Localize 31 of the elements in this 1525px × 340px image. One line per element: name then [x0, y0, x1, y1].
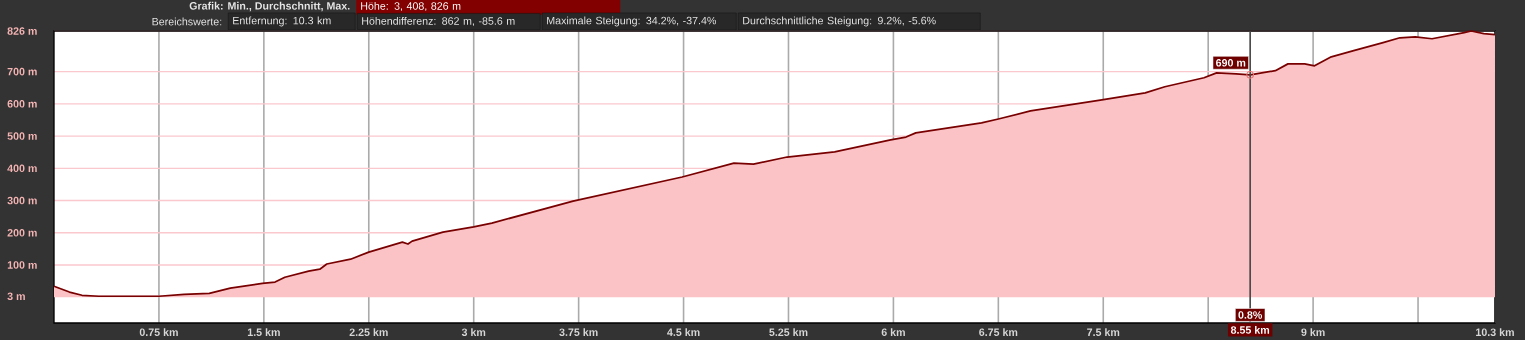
ref-line-label: 8.55 km: [1230, 325, 1270, 334]
text: Höhendifferenz: 862 m, -85.6 m: [362, 16, 515, 27]
text: Maximale Steigung: 34.2%, -37.4%: [547, 16, 717, 27]
x-tick-label: 3 km: [461, 328, 486, 337]
y-tick-label: 500 m: [7, 132, 37, 140]
x-tick-label: 9 km: [1301, 328, 1325, 336]
x-tick-label: 5.25 km: [769, 328, 808, 336]
y-tick-label: 3 m: [7, 292, 25, 301]
y-tick-label: 100 m: [7, 261, 37, 269]
y-tick-label: 826 m: [7, 27, 37, 35]
annotation: 690 m: [1216, 59, 1246, 67]
x-tick-label: 0.75 km: [139, 328, 178, 336]
x-tick-label: 6 km: [881, 328, 905, 336]
y-tick-label: 600 m: [7, 100, 37, 108]
y-tick-label: 400 m: [7, 164, 37, 173]
x-tick-label: 2.25 km: [349, 328, 388, 336]
x-tick-label: 4.5 km: [667, 328, 700, 336]
text: Durchschnittliche Steigung: 9.2%, -5.6%: [743, 16, 936, 27]
y-tick-label: 200 m: [7, 228, 37, 237]
x-tick-label: 10.3 km: [1476, 328, 1514, 337]
annotation: 0.8%: [1238, 311, 1263, 319]
x-tick-label: 6.75 km: [979, 328, 1018, 336]
x-tick-label: 1.5 km: [247, 328, 280, 336]
y-tick-label: 700 m: [7, 67, 37, 76]
y-tick-label: 300 m: [7, 196, 37, 205]
text: Entfernung: 10.3 km: [233, 16, 331, 27]
x-tick-label: 3.75 km: [559, 328, 598, 337]
chart-subtitle: Höhe: 3, 408, 826 m: [361, 1, 461, 12]
x-tick-label: 7.5 km: [1087, 328, 1120, 336]
chart-title: Grafik: Min., Durchschnitt, Max.: [189, 1, 350, 12]
text: Bereichswerte:: [152, 17, 222, 26]
